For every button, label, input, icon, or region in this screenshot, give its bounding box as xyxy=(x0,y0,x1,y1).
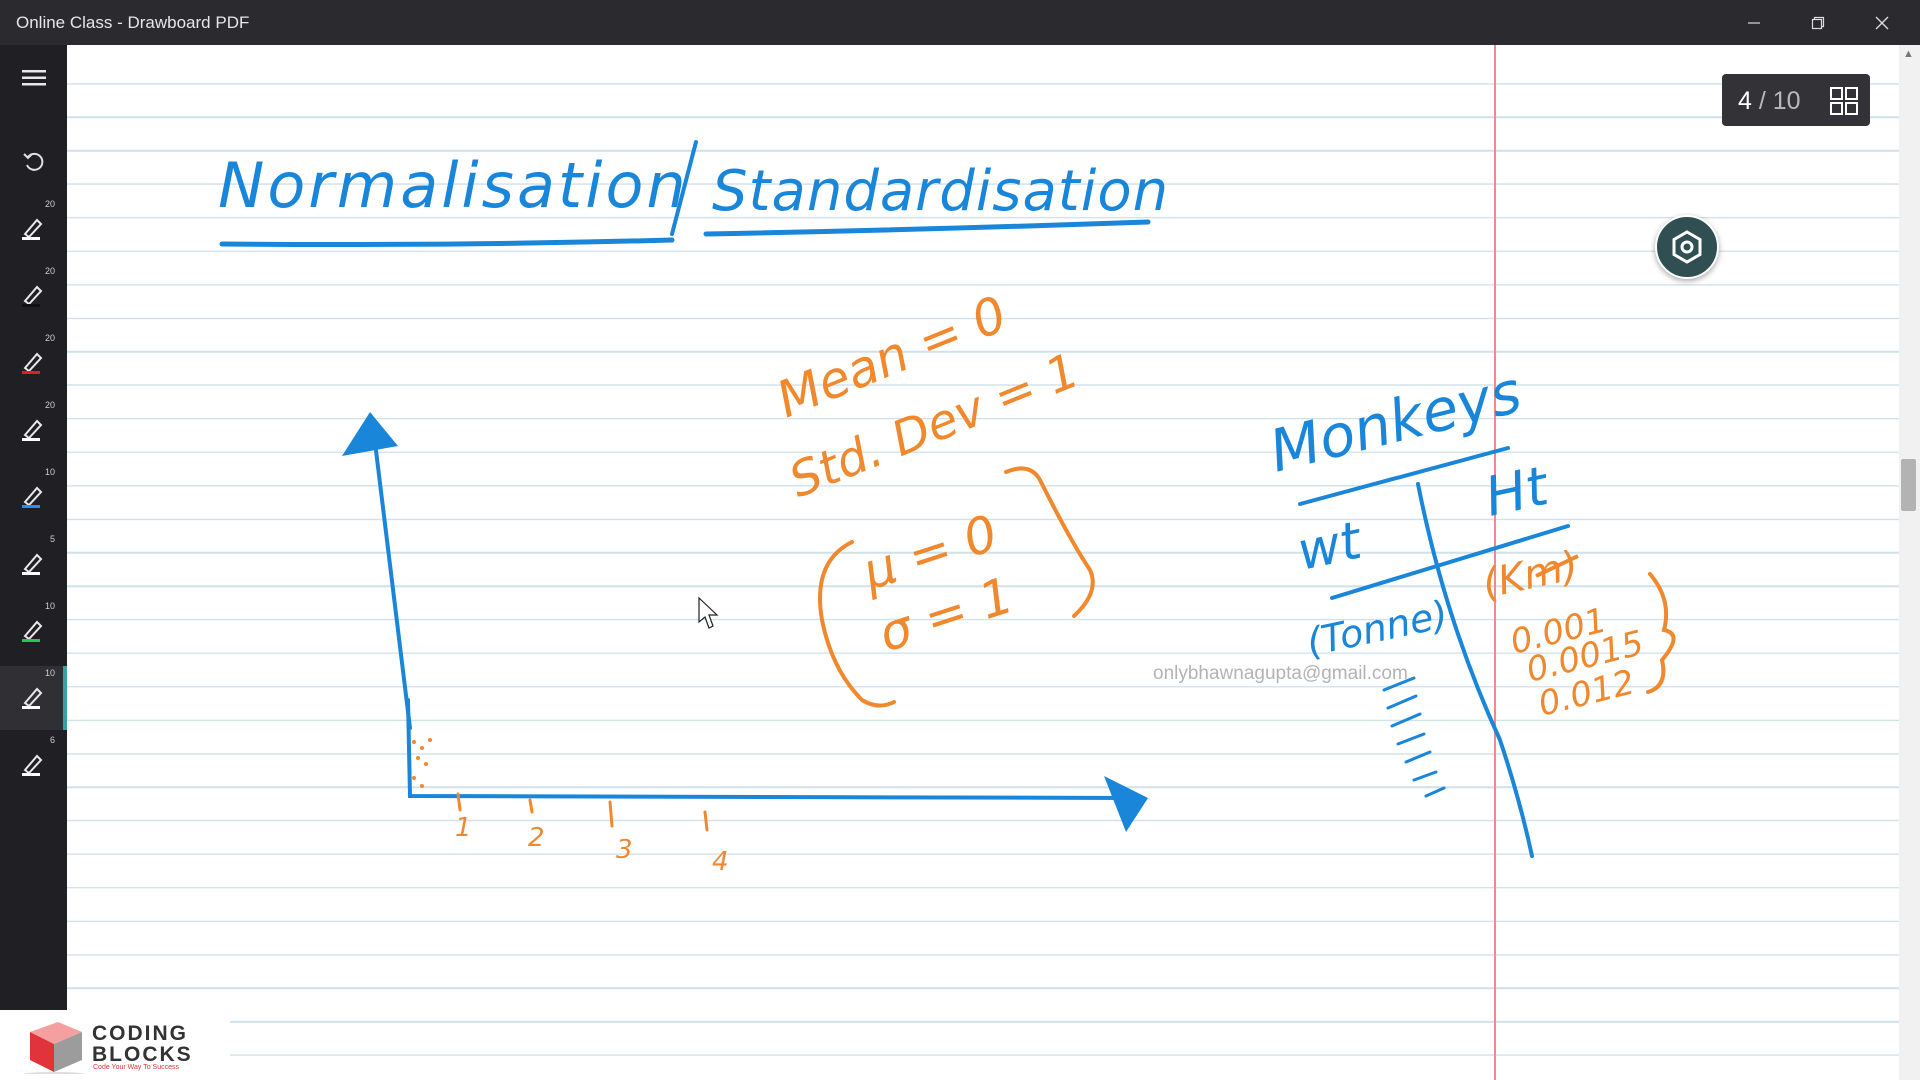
pen-icon xyxy=(22,687,43,709)
pen-size-label: 5 xyxy=(49,534,55,544)
tool-sidebar xyxy=(0,45,67,1010)
vertical-scrollbar[interactable]: ▲ xyxy=(1899,45,1920,1080)
left-bracket xyxy=(818,540,896,708)
undo-button[interactable] xyxy=(0,130,67,190)
ht-values-brace xyxy=(1646,572,1676,694)
logo-tagline: Code Your Way To Success xyxy=(93,1064,179,1071)
hexagon-fab-button[interactable] xyxy=(1655,215,1719,279)
current-page: 4 xyxy=(1738,87,1752,115)
pen-tool-9[interactable]: 6 xyxy=(0,733,67,797)
table-header-line xyxy=(1298,446,1510,506)
pen-icon xyxy=(22,218,43,240)
pen-size-label: 20 xyxy=(44,333,55,343)
pen-icon xyxy=(22,285,43,307)
unit-wt-text: (Tonne) xyxy=(1303,592,1452,665)
title-bar: Online Class - Drawboard PDF xyxy=(0,0,1920,45)
pen-size-label: 20 xyxy=(44,199,55,209)
col-wt-text: wt xyxy=(1292,511,1368,583)
undo-icon xyxy=(23,152,44,171)
y-axis-line xyxy=(370,416,412,730)
pen-tool-3[interactable]: 20 xyxy=(0,331,67,395)
menu-button[interactable] xyxy=(0,45,67,113)
pen-tool-8[interactable]: 10 xyxy=(0,666,67,730)
pen-icon xyxy=(22,620,43,642)
strike-mark xyxy=(1535,554,1579,578)
close-icon xyxy=(1875,16,1889,29)
minimize-button[interactable] xyxy=(1722,0,1786,45)
tick-label: 1 xyxy=(455,813,472,843)
mouse-cursor-icon xyxy=(698,596,719,629)
page-number: 4 / 10 xyxy=(1738,87,1801,116)
restore-button[interactable] xyxy=(1786,0,1850,45)
page-indicator[interactable]: 4 / 10 xyxy=(1722,74,1870,126)
notebook-page[interactable] xyxy=(67,45,1899,1080)
pen-tool-6[interactable]: 5 xyxy=(0,532,67,596)
heading-normalisation: Normalisation xyxy=(218,149,689,222)
pen-tool-5[interactable]: 10 xyxy=(0,465,67,529)
minimize-icon xyxy=(1748,21,1760,24)
x-axis-line xyxy=(406,698,1132,800)
pen-size-label: 20 xyxy=(44,400,55,410)
pen-tool-7[interactable]: 10 xyxy=(0,599,67,663)
heading-underline-left xyxy=(219,237,675,247)
pen-icon xyxy=(22,419,43,441)
logo-line2: BLOCKS xyxy=(92,1043,193,1066)
pen-tool-2[interactable]: 20 xyxy=(0,264,67,328)
total-pages: 10 xyxy=(1772,87,1801,115)
hatch-marks xyxy=(1382,676,1446,798)
x-axis-tick-labels: 1 2 3 4 xyxy=(455,813,729,877)
page-grid-icon[interactable] xyxy=(1830,87,1858,115)
pen-size-label: 10 xyxy=(44,668,55,678)
heading-standardisation: Standardisation xyxy=(712,159,1169,224)
y-axis-arrowhead xyxy=(342,412,398,456)
pen-size-label: 10 xyxy=(44,467,55,477)
pen-icon xyxy=(22,553,43,575)
table-column-line xyxy=(1416,482,1534,858)
hexagon-icon xyxy=(1672,230,1702,264)
col-ht-text: Ht xyxy=(1480,454,1555,529)
window-title: Online Class - Drawboard PDF xyxy=(16,13,250,32)
pen-size-label: 20 xyxy=(44,266,55,276)
pen-size-label: 6 xyxy=(49,735,55,745)
scroll-up-arrow-icon[interactable]: ▲ xyxy=(1903,48,1914,60)
pen-icon xyxy=(22,754,43,776)
table-row-line xyxy=(1330,524,1570,600)
tick-label: 4 xyxy=(712,847,729,877)
logo-line1: CODING xyxy=(92,1022,188,1045)
ht-values: 0.001 0.0015 0.012 xyxy=(1507,600,1648,724)
pen-size-label: 10 xyxy=(44,601,55,611)
heading-underline-right xyxy=(703,219,1151,237)
pen-icon xyxy=(22,352,43,374)
tick-label: 3 xyxy=(616,835,633,865)
email-watermark: onlybhawnagupta@gmail.com xyxy=(1153,663,1408,684)
right-brace xyxy=(1004,466,1095,618)
pen-tool-1[interactable]: 20 xyxy=(0,197,67,261)
page-separator: / xyxy=(1758,87,1766,115)
coding-blocks-cube-icon xyxy=(24,1022,84,1074)
x-axis-arrowhead xyxy=(1104,776,1148,832)
pen-icon xyxy=(22,486,43,508)
restore-icon xyxy=(1811,16,1825,29)
x-axis-ticks xyxy=(456,792,709,832)
unit-ht-text: (Km) xyxy=(1479,543,1583,608)
page-margin-line xyxy=(1494,45,1496,1080)
heading-slash xyxy=(670,140,698,236)
close-button[interactable] xyxy=(1850,0,1914,45)
tick-label: 2 xyxy=(528,823,545,853)
scrollbar-thumb[interactable] xyxy=(1901,459,1916,511)
hamburger-icon xyxy=(22,70,46,86)
origin-marks xyxy=(412,738,432,788)
pen-tool-4[interactable]: 20 xyxy=(0,398,67,462)
